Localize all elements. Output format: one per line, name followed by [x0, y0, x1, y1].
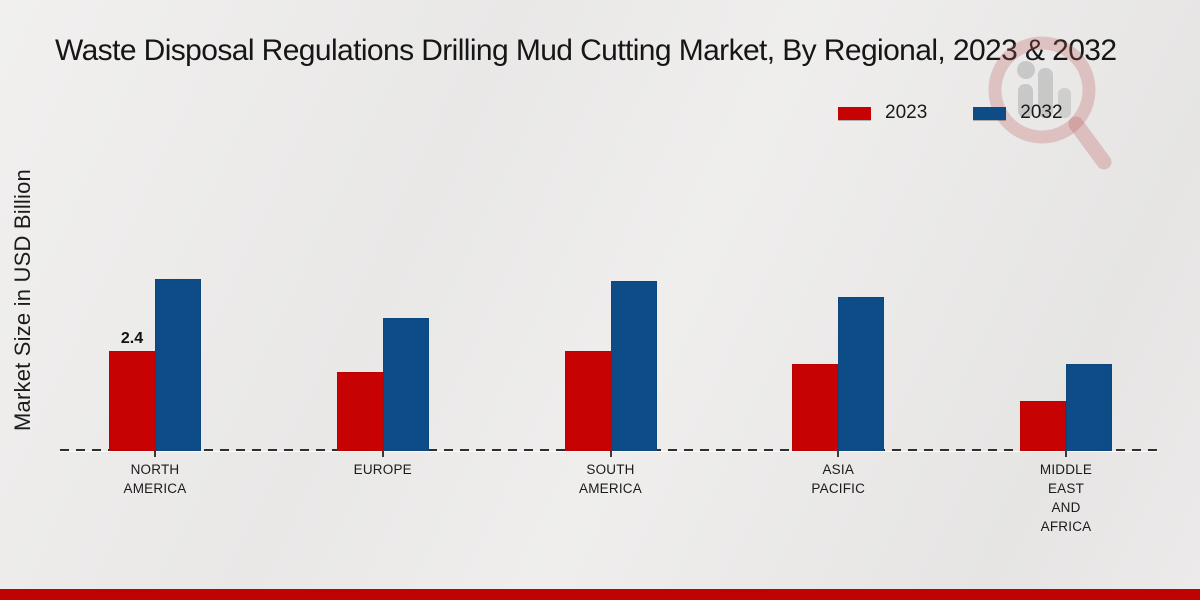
bar-2032-north-america — [155, 279, 201, 451]
legend: 2023 2032 — [838, 102, 1063, 124]
legend-item-2023: 2023 — [838, 102, 927, 124]
legend-label-2023: 2023 — [885, 102, 928, 123]
bar-2032-europe — [382, 318, 429, 451]
bar-2032-south-america — [610, 281, 657, 451]
value-label-2023-north-america: 2.4 — [120, 330, 144, 347]
x-axis-tick-asia-pacific — [837, 451, 840, 457]
x-axis-tick-middle-east-and-africa — [1065, 451, 1067, 457]
bar-2023-europe — [336, 372, 383, 451]
bar-2023-south-america — [564, 351, 611, 451]
category-label-europe: EUROPE — [353, 462, 412, 477]
bar-2023-middle-east-and-africa — [1020, 401, 1066, 451]
legend-item-2032: 2032 — [973, 102, 1063, 124]
bar-2032-middle-east-and-africa — [1066, 364, 1112, 451]
legend-label-2032: 2032 — [1020, 102, 1063, 123]
x-axis-tick-europe — [381, 451, 384, 457]
page-title: Waste Disposal Regulations Drilling Mud … — [55, 34, 1117, 67]
bar-2032-asia-pacific — [838, 297, 885, 451]
bar-2023-north-america — [109, 351, 155, 451]
category-label-asia-pacific: ASIA PACIFIC — [811, 462, 866, 496]
legend-swatch-2032 — [973, 106, 1007, 120]
legend-swatch-2023 — [838, 106, 871, 120]
category-label-north-america: NORTH AMERICA — [123, 462, 187, 496]
bar-2023-asia-pacific — [792, 364, 839, 451]
category-label-middle-east-and-africa: MIDDLE EAST AND AFRICA — [1039, 462, 1093, 534]
footer-accent-bar — [0, 589, 1200, 600]
x-axis-tick-north-america — [154, 451, 156, 457]
x-axis-tick-south-america — [609, 451, 612, 457]
category-label-south-america: SOUTH AMERICA — [579, 462, 642, 496]
